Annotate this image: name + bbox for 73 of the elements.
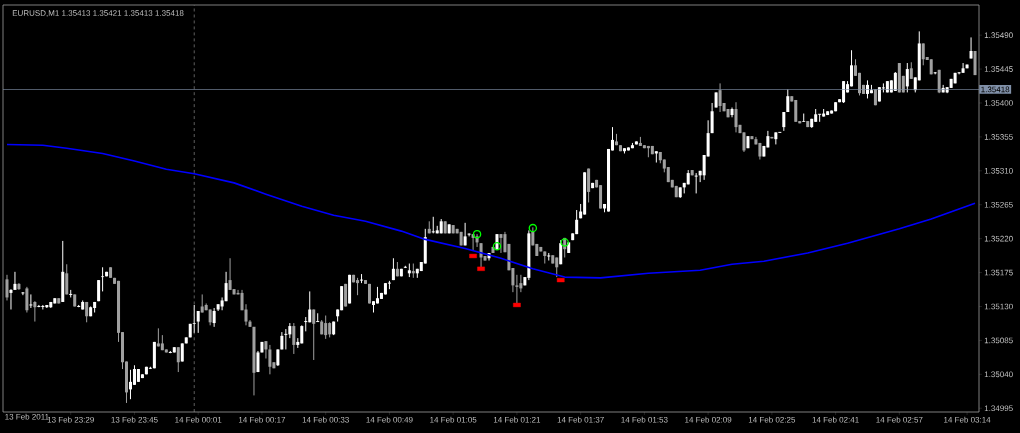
candlestick [196, 310, 200, 334]
candlestick [224, 271, 228, 302]
candlestick [555, 256, 559, 278]
text: 13 Feb 2011 [5, 413, 49, 420]
y-tick-label: 1.35310 [984, 167, 1013, 174]
candlestick [180, 342, 184, 362]
candlestick [33, 300, 37, 323]
candlestick [101, 266, 105, 292]
candlestick [192, 304, 196, 334]
x-tick-label: 14 Feb 01:05 [430, 416, 477, 423]
candlestick [559, 239, 563, 265]
candlestick [128, 369, 132, 400]
y-tick-label: 1.35175 [984, 269, 1013, 276]
x-tick-label: 14 Feb 00:33 [302, 416, 349, 423]
candlestick [782, 111, 786, 132]
candlestick [65, 263, 69, 295]
candlestick [587, 168, 591, 203]
candlestick [28, 293, 33, 309]
candlestick [200, 293, 204, 314]
candlestick [176, 346, 180, 373]
candlestick [499, 233, 503, 254]
candlestick [9, 288, 13, 310]
x-tick-label: 13 Feb 23:45 [111, 416, 158, 423]
candlestick [905, 62, 909, 93]
candlestick [268, 344, 272, 375]
candlestick [718, 82, 722, 113]
x-tick-label: 14 Feb 00:01 [175, 416, 222, 423]
point [492, 241, 502, 251]
candlestick [599, 184, 603, 209]
candlestick [308, 290, 312, 323]
candlestick [921, 42, 925, 66]
y-tick-label: 1.35265 [984, 201, 1013, 208]
x-tick-label: 14 Feb 02:09 [685, 416, 732, 423]
y-tick-label: 1.35130 [984, 303, 1013, 310]
text: EURUSD,M1 1.35413 1.35421 1.35413 1.35418 [12, 10, 184, 17]
y-tick-label: 1.35400 [984, 100, 1013, 106]
y-tick-label: 1.35490 [984, 32, 1013, 38]
candlestick [132, 364, 136, 386]
x-tick-label: 13 Feb 23:29 [47, 416, 94, 423]
point [513, 302, 521, 308]
candlestick [312, 309, 316, 361]
y-tick-label: 1.35040 [984, 371, 1013, 378]
candlestick [961, 62, 965, 74]
x-tick-label: 14 Feb 02:25 [748, 416, 796, 423]
y-tick-label: 1.35445 [984, 66, 1013, 72]
candlestick [710, 102, 714, 134]
x-tick-label: 14 Feb 03:14 [944, 416, 991, 423]
candlestick [734, 101, 738, 133]
y-tick-label: 1.35355 [984, 134, 1013, 140]
x-tick-label: 14 Feb 00:17 [238, 416, 286, 423]
candlestick [5, 274, 9, 301]
point [528, 223, 538, 233]
candlestick [893, 71, 897, 92]
ref-line-label: 1.35418 [981, 86, 1010, 93]
candlestick [25, 286, 29, 314]
x-tick-label: 14 Feb 00:49 [366, 416, 413, 423]
candlestick [969, 36, 973, 60]
y-tick-label: 1.35220 [984, 235, 1013, 242]
y-tick-label: 1.34995 [984, 405, 1013, 412]
x-tick-label: 14 Feb 01:53 [621, 416, 668, 423]
x-tick-label: 14 Feb 02:57 [876, 416, 923, 423]
candlestick [212, 307, 216, 328]
x-tick-label: 14 Feb 02:41 [812, 416, 859, 423]
candlestick [36, 304, 41, 308]
y-tick-label: 1.35085 [984, 337, 1013, 344]
candlestick [228, 257, 232, 291]
point [469, 253, 477, 259]
point [472, 229, 482, 239]
candlestick [292, 322, 296, 355]
candlestick [324, 315, 328, 340]
candlestick [315, 312, 320, 323]
x-tick-label: 14 Feb 01:37 [557, 416, 604, 423]
x-tick-label: 14 Feb 01:21 [493, 416, 541, 423]
